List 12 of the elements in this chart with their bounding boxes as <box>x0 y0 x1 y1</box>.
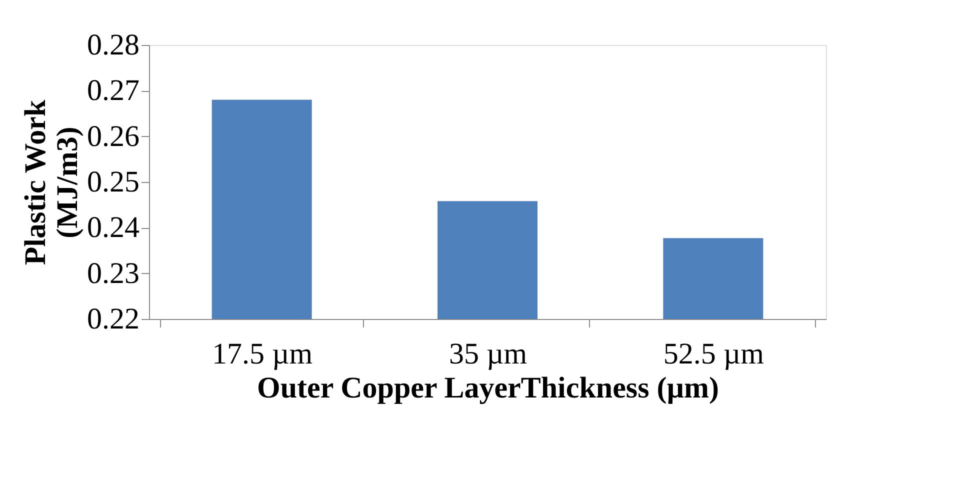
y-tick-label: 0.24 <box>87 211 140 244</box>
y-tick-label: 0.23 <box>87 256 140 290</box>
x-tick-label: 52.5 µm <box>663 338 764 370</box>
x-tick-label: 35 µm <box>448 338 528 370</box>
y-tick-label: 0.22 <box>87 302 140 336</box>
y-tick-label: 0.27 <box>87 74 140 108</box>
y-tick-label: 0.26 <box>87 120 140 153</box>
x-tick-label: 17.5 µm <box>212 338 313 370</box>
y-tick-label: 0.28 <box>87 28 140 62</box>
y-axis-title: Plastic Work (MJ/m3) <box>19 100 84 266</box>
x-axis-title: Outer Copper LayerThickness (µm) <box>257 372 719 404</box>
y-tick-label: 0.25 <box>87 166 140 198</box>
